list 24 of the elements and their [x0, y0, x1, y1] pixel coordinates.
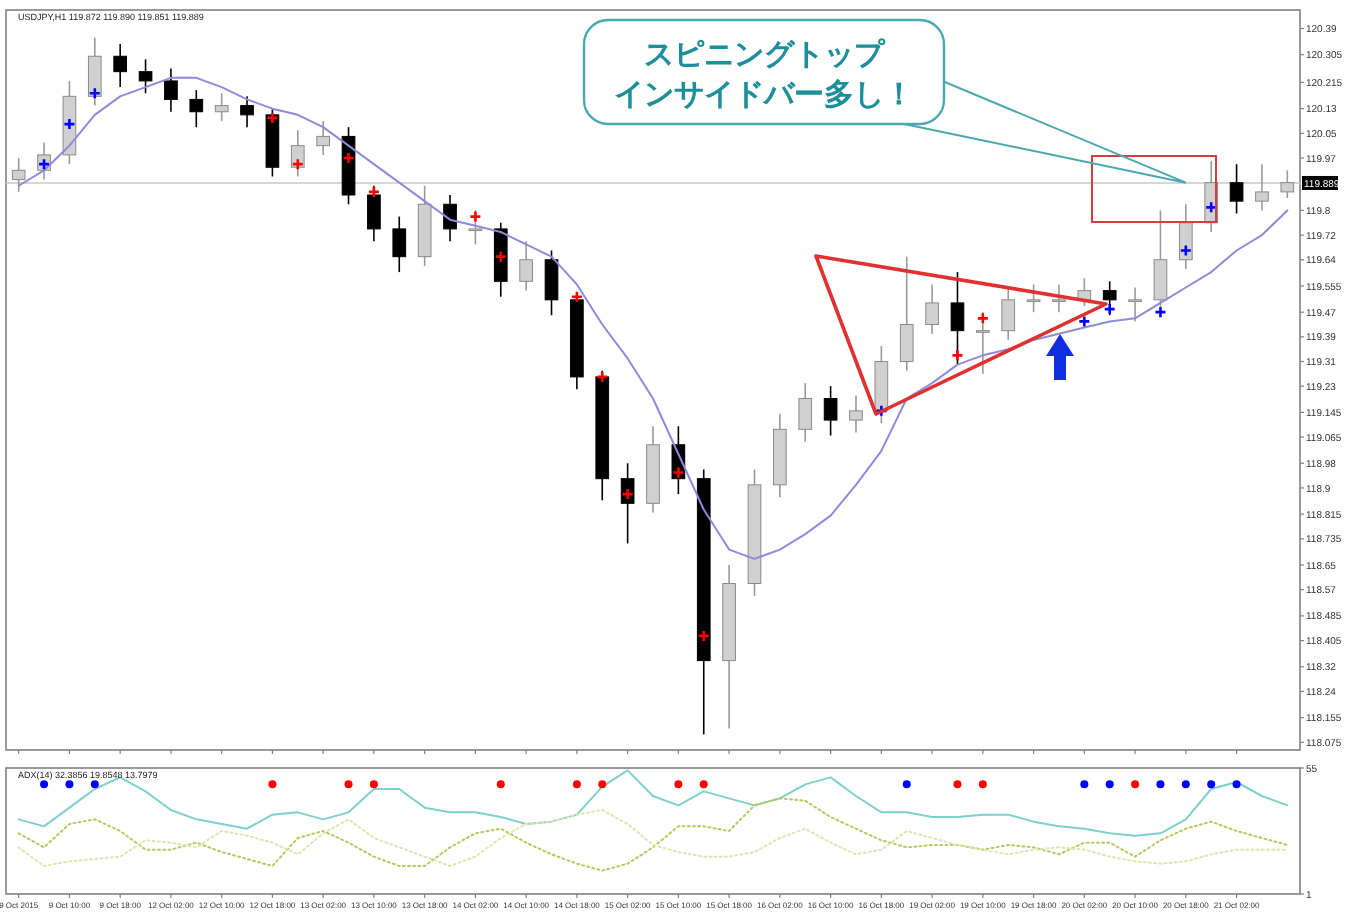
- line-series: [17, 76, 1289, 560]
- point: [1103, 302, 1117, 316]
- point: [976, 312, 990, 325]
- annotation: スピニングトップ: [644, 36, 886, 72]
- point: [1078, 315, 1091, 328]
- point: [469, 210, 482, 223]
- point: [367, 185, 381, 199]
- point: [1179, 244, 1193, 257]
- point: [672, 466, 685, 479]
- annotation: インサイドバー多し！: [614, 76, 914, 112]
- point: [951, 349, 964, 362]
- point: [266, 111, 279, 125]
- point: [1154, 305, 1167, 319]
- point: [875, 404, 888, 418]
- point: [88, 86, 102, 100]
- line-series: [17, 797, 1289, 872]
- line-series: [17, 769, 1289, 837]
- point: [291, 157, 305, 171]
- point: [595, 370, 609, 384]
- point: [63, 117, 76, 131]
- point: [697, 629, 711, 643]
- point: [570, 290, 584, 304]
- point: [342, 151, 355, 165]
- line-series: [17, 809, 1289, 867]
